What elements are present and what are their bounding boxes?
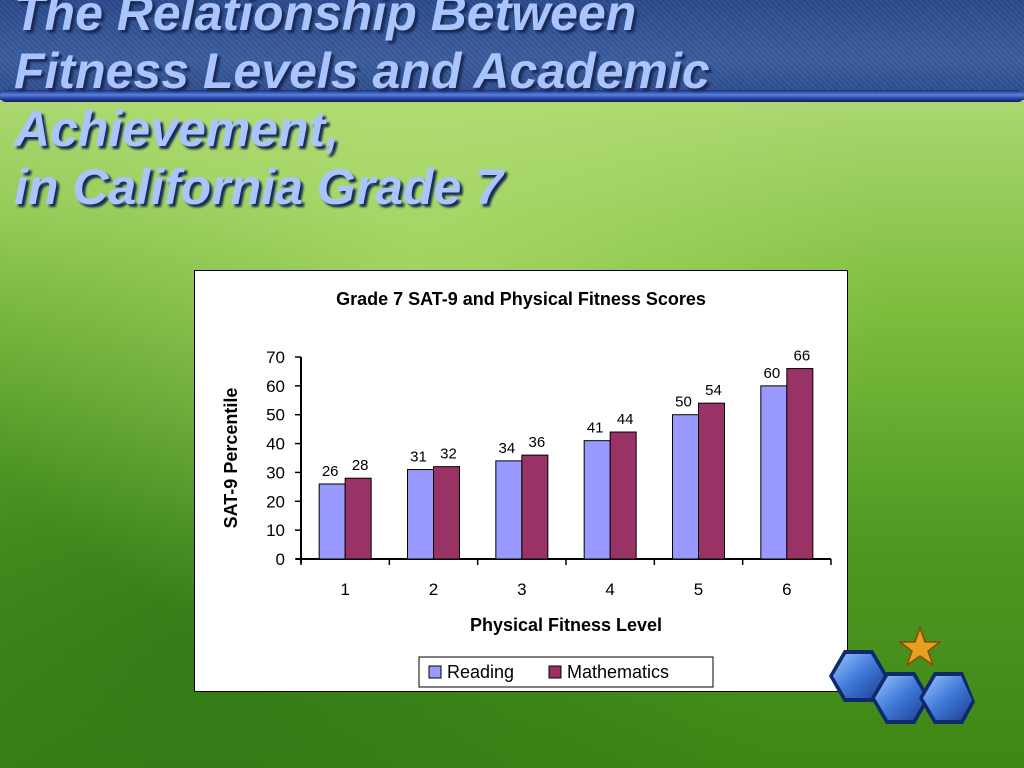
y-tick-label: 0 <box>276 550 285 569</box>
data-label: 32 <box>440 446 457 463</box>
data-label: 28 <box>352 457 369 474</box>
bar-mathematics <box>344 477 372 560</box>
y-tick-label: 40 <box>266 435 285 454</box>
bar-chart: Grade 7 SAT-9 and Physical Fitness Score… <box>221 289 832 688</box>
legend-label-reading: Reading <box>447 662 514 682</box>
bar-mathematics <box>698 402 725 560</box>
y-tick-label: 60 <box>266 377 285 396</box>
x-tick-label: 5 <box>694 580 703 599</box>
bar-mathematics <box>609 431 637 560</box>
title-line-1: The Relationship Between <box>14 0 637 41</box>
data-label: 31 <box>410 449 427 466</box>
x-tick-label: 6 <box>782 580 791 599</box>
legend-swatch-reading <box>428 665 442 679</box>
decoration <box>829 625 975 724</box>
legend-label-mathematics: Mathematics <box>567 662 669 682</box>
bar-mathematics <box>521 454 549 560</box>
data-label: 34 <box>498 440 515 457</box>
hexagon-icon <box>833 654 884 698</box>
y-tick-label: 70 <box>266 348 285 367</box>
data-label: 54 <box>705 382 722 399</box>
y-tick-label: 10 <box>266 521 285 540</box>
bar-reading <box>760 385 788 560</box>
y-tick-label: 30 <box>266 463 285 482</box>
data-label: 26 <box>322 463 339 480</box>
slide-title: The Relationship Between Fitness Levels … <box>14 0 1004 216</box>
title-banner <box>0 0 1024 100</box>
data-label: 44 <box>617 411 634 428</box>
banner-divider <box>0 90 1024 102</box>
bar-reading <box>318 483 346 560</box>
data-label: 66 <box>793 348 810 365</box>
x-tick-label: 4 <box>605 580 614 599</box>
bar-mathematics <box>433 466 460 560</box>
hexagon-icon <box>875 676 926 720</box>
chart-title: Grade 7 SAT-9 and Physical Fitness Score… <box>336 289 706 309</box>
bar-reading <box>583 440 611 560</box>
title-line-4: in California Grade 7 <box>14 159 504 215</box>
x-tick-label: 2 <box>429 580 438 599</box>
bar-mathematics <box>786 368 814 560</box>
title-line-3: Achievement, <box>14 101 340 157</box>
data-label: 36 <box>528 434 545 451</box>
legend-box <box>418 656 714 688</box>
chart-panel: Grade 7 SAT-9 and Physical Fitness Score… <box>194 270 848 692</box>
y-tick-label: 20 <box>266 492 285 511</box>
title-line-2: Fitness Levels and Academic <box>14 43 710 99</box>
y-axis-label: SAT-9 Percentile <box>221 388 241 529</box>
x-axis-label: Physical Fitness Level <box>470 615 662 635</box>
y-tick-label: 50 <box>266 406 285 425</box>
x-tick-label: 1 <box>340 580 349 599</box>
bar-reading <box>407 469 434 560</box>
hexagon-icon <box>923 676 972 720</box>
legend-swatch-mathematics <box>548 665 562 679</box>
star-icon <box>897 625 943 667</box>
data-label: 50 <box>675 394 692 411</box>
data-label: 60 <box>763 365 780 382</box>
bar-reading <box>672 414 699 560</box>
x-tick-label: 3 <box>517 580 526 599</box>
bar-reading <box>495 460 523 560</box>
data-label: 41 <box>587 420 604 437</box>
